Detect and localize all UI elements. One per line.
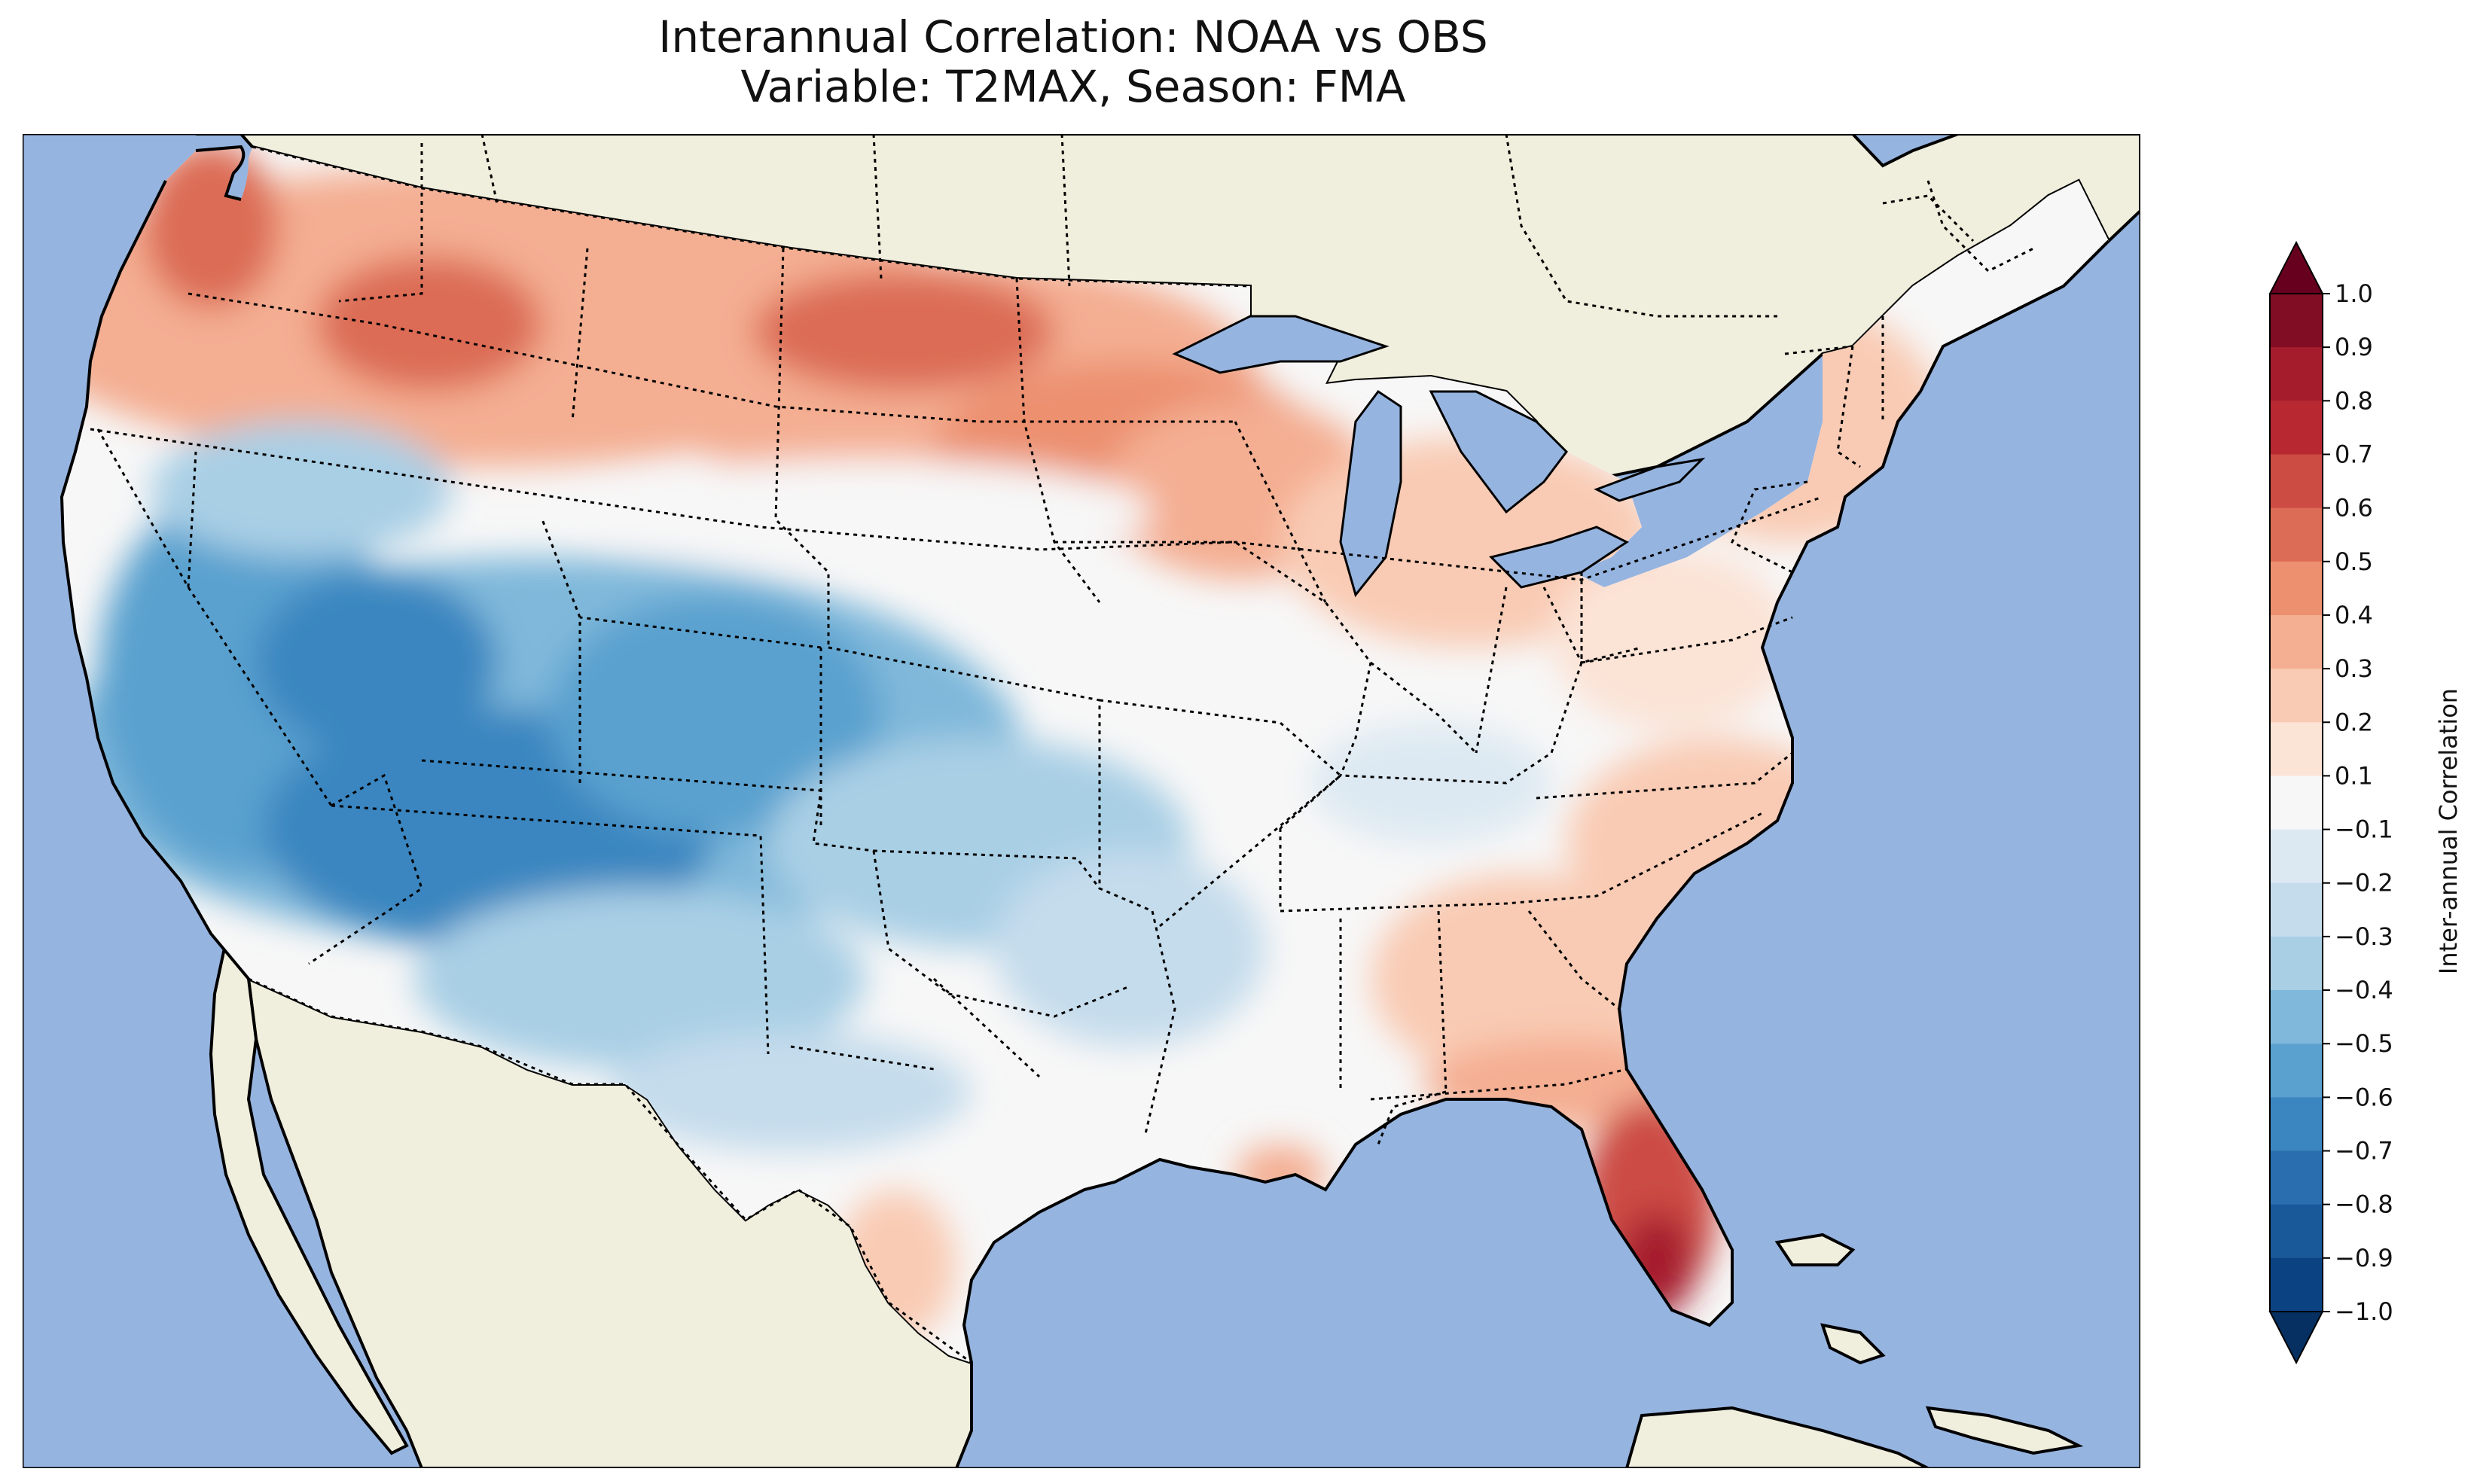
- colorbar: 1.0 0.9 0.8 0.7 0.6 0.5 0.4 0.3 0.2 0.1 −0.1 −0.2 −0…: [2268, 240, 2393, 1365]
- colorbar-tick-label: −0.9: [2335, 1244, 2393, 1272]
- colorbar-band: [2270, 1257, 2323, 1312]
- colorbar-label: Inter-annual Correlation: [2434, 688, 2463, 974]
- colorbar-band: [2270, 507, 2323, 562]
- baja-california: [209, 937, 409, 1455]
- colorbar-band: [2270, 454, 2323, 509]
- colorbar-band: [2270, 776, 2323, 830]
- caribbean-islands: [1624, 1233, 2084, 1468]
- title-line-2: Variable: T2MAX, Season: FMA: [740, 61, 1406, 112]
- chart-title: Interannual Correlation: NOAA vs OBS Var…: [0, 12, 2146, 111]
- title-line-1: Interannual Correlation: NOAA vs OBS: [658, 11, 1488, 62]
- colorbar-band: [2270, 347, 2323, 401]
- colorbar-band: [2270, 829, 2323, 884]
- colorbar-tick-label: 0.8: [2335, 386, 2373, 415]
- colorbar-band: [2270, 990, 2323, 1044]
- colorbar-tick-label: 0.3: [2335, 654, 2373, 683]
- colorbar-tick-label: 0.9: [2335, 333, 2373, 361]
- colorbar-tick-label: −0.4: [2335, 976, 2393, 1004]
- colorbar-tick-label: −0.8: [2335, 1190, 2393, 1219]
- colorbar-tick-label: −0.2: [2335, 869, 2393, 897]
- colorbar-tick-label: 0.1: [2335, 761, 2373, 790]
- colorbar-tick-label: −0.3: [2335, 922, 2393, 951]
- colorbar-tick-label: 0.4: [2335, 601, 2373, 629]
- colorbar-tick-label: 1.0: [2335, 279, 2373, 308]
- us-coastline: [59, 145, 2110, 1364]
- colorbar-band: [2270, 669, 2323, 723]
- colorbar-band: [2270, 936, 2323, 991]
- colorbar-band: [2270, 294, 2323, 348]
- map-panel: [23, 134, 2140, 1468]
- colorbar-extend-max: [2268, 240, 2324, 294]
- colorbar-tick-label: 0.6: [2335, 494, 2373, 523]
- colorbar-band: [2270, 401, 2323, 455]
- colorbar-band: [2270, 1150, 2323, 1205]
- state-borders: [90, 143, 1884, 1145]
- colorbar-tick-label: −0.6: [2335, 1083, 2393, 1111]
- colorbar-tick-label: −0.1: [2335, 815, 2393, 844]
- colorbar-tick-label: −0.7: [2335, 1137, 2393, 1166]
- colorbar-band: [2270, 1097, 2323, 1152]
- colorbar-tick-label: 0.7: [2335, 440, 2373, 468]
- national-borders: [248, 134, 2034, 1364]
- colorbar-band: [2270, 722, 2323, 776]
- colorbar-band: [2270, 882, 2323, 937]
- colorbar-outline: [2269, 293, 2323, 1312]
- colorbar-tick-label: 0.5: [2335, 547, 2373, 576]
- colorbar-band: [2270, 1044, 2323, 1098]
- colorbar-tick-label: −0.5: [2335, 1029, 2393, 1058]
- colorbar-band: [2270, 1204, 2323, 1259]
- colorbar-band: [2270, 614, 2323, 669]
- colorbar-extend-min: [2268, 1311, 2324, 1365]
- colorbar-tick-label: −1.0: [2335, 1297, 2393, 1326]
- great-lakes: [1172, 315, 1706, 598]
- colorbar-tick-label: 0.2: [2335, 708, 2373, 736]
- colorbar-band: [2270, 561, 2323, 616]
